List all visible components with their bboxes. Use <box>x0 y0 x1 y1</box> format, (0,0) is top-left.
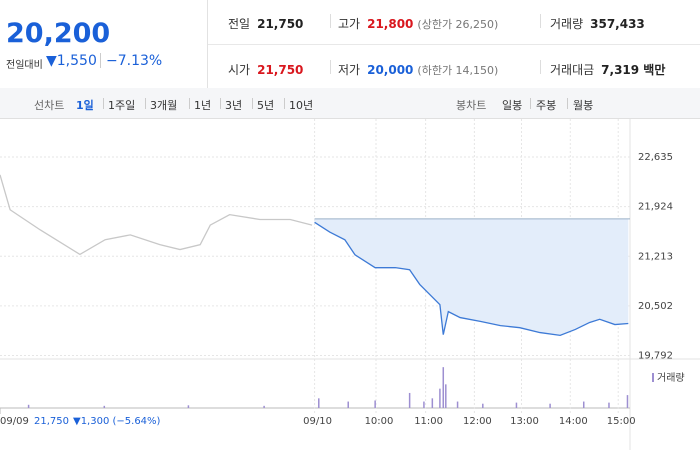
tab-separator <box>252 98 253 109</box>
stat: 전일 21,750 <box>228 15 303 32</box>
stat-label: 시가 <box>228 63 251 77</box>
volume-bar <box>103 405 106 408</box>
volume-bar <box>374 400 376 408</box>
y-tick-label: 19,792 <box>638 350 673 361</box>
tab-separator <box>145 98 146 109</box>
tab-separator <box>567 98 568 109</box>
volume-bar <box>582 401 585 408</box>
stat-note: (하한가 14,150) <box>417 64 499 77</box>
volume-bar <box>608 402 610 408</box>
col-divider <box>330 14 331 28</box>
tab-separator <box>284 98 285 109</box>
chart: 22,635 21,924 21,213 20,502 19,792 09/09 09/10… <box>0 119 700 450</box>
volume-bar <box>515 402 518 408</box>
stat-value: 20,000 <box>367 63 414 77</box>
divider <box>100 53 101 68</box>
volume-bar <box>318 398 320 408</box>
stat-note: (상한가 26,250) <box>417 18 499 31</box>
volume-bar <box>626 395 629 408</box>
col-divider <box>540 60 541 74</box>
x-tick-label: 10:00 <box>365 416 394 427</box>
x-tick-label: 14:00 <box>559 416 588 427</box>
prev-change: ▼1,300 (−5.64%) <box>73 416 161 427</box>
volume-bar <box>431 398 434 408</box>
y-tick-label: 21,924 <box>638 202 673 213</box>
stat: 거래대금 7,319 백만 <box>550 61 665 78</box>
prev-summary: 21,750 ▼1,300 (−5.64%) <box>34 416 161 427</box>
volume-bar <box>187 405 190 408</box>
stat-label: 저가 <box>338 63 361 77</box>
summary: 20,200 전일대비 ▼1,550 −7.13% 전일 21,750 고가 21,8… <box>0 0 700 89</box>
x-tick-label: 13:00 <box>510 416 539 427</box>
volume-bar <box>408 392 411 408</box>
price-line <box>0 174 313 256</box>
volume-bar <box>423 401 425 408</box>
period-tab[interactable]: 1일 <box>76 99 94 112</box>
candle-tab[interactable]: 일봉 <box>502 99 523 112</box>
volume-bar <box>549 403 551 408</box>
period-tab[interactable]: 1년 <box>194 99 212 112</box>
y-tick-label: 22,635 <box>638 152 673 163</box>
stat-value: 21,800 <box>367 17 414 31</box>
area-fill <box>314 218 629 336</box>
tab-group-label: 봉차트 <box>456 99 487 112</box>
stat-label: 전일 <box>228 17 251 31</box>
y-tick-label: 21,213 <box>638 251 673 262</box>
period-tab[interactable]: 1주일 <box>108 99 136 112</box>
volume-bar <box>445 384 447 408</box>
volume-bar <box>263 405 265 408</box>
period-tab[interactable]: 3년 <box>225 99 243 112</box>
price-box: 20,200 전일대비 ▼1,550 −7.13% <box>0 0 208 88</box>
col-divider <box>330 60 331 74</box>
stat-value: 21,750 <box>257 17 304 31</box>
tab-separator <box>189 98 190 109</box>
change-label: 전일대비 <box>6 60 43 71</box>
col-divider <box>540 14 541 28</box>
stat: 저가 20,000 (하한가 14,150) <box>338 61 498 78</box>
price: 20,200 <box>6 18 111 49</box>
period-tab[interactable]: 3개월 <box>150 99 178 112</box>
price-line <box>314 221 629 337</box>
x-tick-label: 09/10 <box>303 416 332 427</box>
stat-value: 357,433 <box>590 17 645 31</box>
stat-label: 고가 <box>338 17 361 31</box>
x-tick-label: 11:00 <box>414 416 443 427</box>
stat: 고가 21,800 (상한가 26,250) <box>338 15 498 32</box>
candle-tab[interactable]: 월봉 <box>573 99 594 112</box>
volume-bar <box>27 404 30 408</box>
stat-value: 7,319 백만 <box>601 63 666 77</box>
stat-label: 거래량 <box>550 17 584 31</box>
y-tick-label: 20,502 <box>638 301 673 312</box>
volume-bar <box>442 367 445 408</box>
candle-tab[interactable]: 주봉 <box>536 99 557 112</box>
stat-label: 거래대금 <box>550 63 595 77</box>
period-tab[interactable]: 5년 <box>257 99 275 112</box>
x-tick-label: 09/09 <box>0 416 29 427</box>
volume-bar <box>347 401 349 408</box>
tab-separator <box>220 98 221 109</box>
tab-separator <box>530 98 531 109</box>
stat-value: 21,750 <box>257 63 304 77</box>
volume-bar <box>482 403 484 408</box>
volume-legend-swatch <box>652 373 654 382</box>
tab-separator <box>103 98 104 109</box>
period-tab[interactable]: 10년 <box>289 99 314 112</box>
tab-group-label: 선차트 <box>34 99 65 112</box>
change-rate: −7.13% <box>106 53 163 69</box>
volume-bar <box>456 401 459 408</box>
stat: 시가 21,750 <box>228 61 303 78</box>
volume-legend: 거래량 <box>657 372 685 384</box>
row-divider <box>208 44 700 45</box>
x-tick-label: 15:00 <box>607 416 636 427</box>
change: ▼1,550 <box>46 53 97 69</box>
stat: 거래량 357,433 <box>550 15 645 32</box>
volume-bar <box>439 388 441 408</box>
prev-close: 21,750 <box>34 416 69 427</box>
x-tick-label: 12:00 <box>463 416 492 427</box>
tab-bar: 선차트 1일 1주일 3개월 1년 3년 5년 10년 봉차트 일봉 주봉 월봉 <box>0 88 700 119</box>
